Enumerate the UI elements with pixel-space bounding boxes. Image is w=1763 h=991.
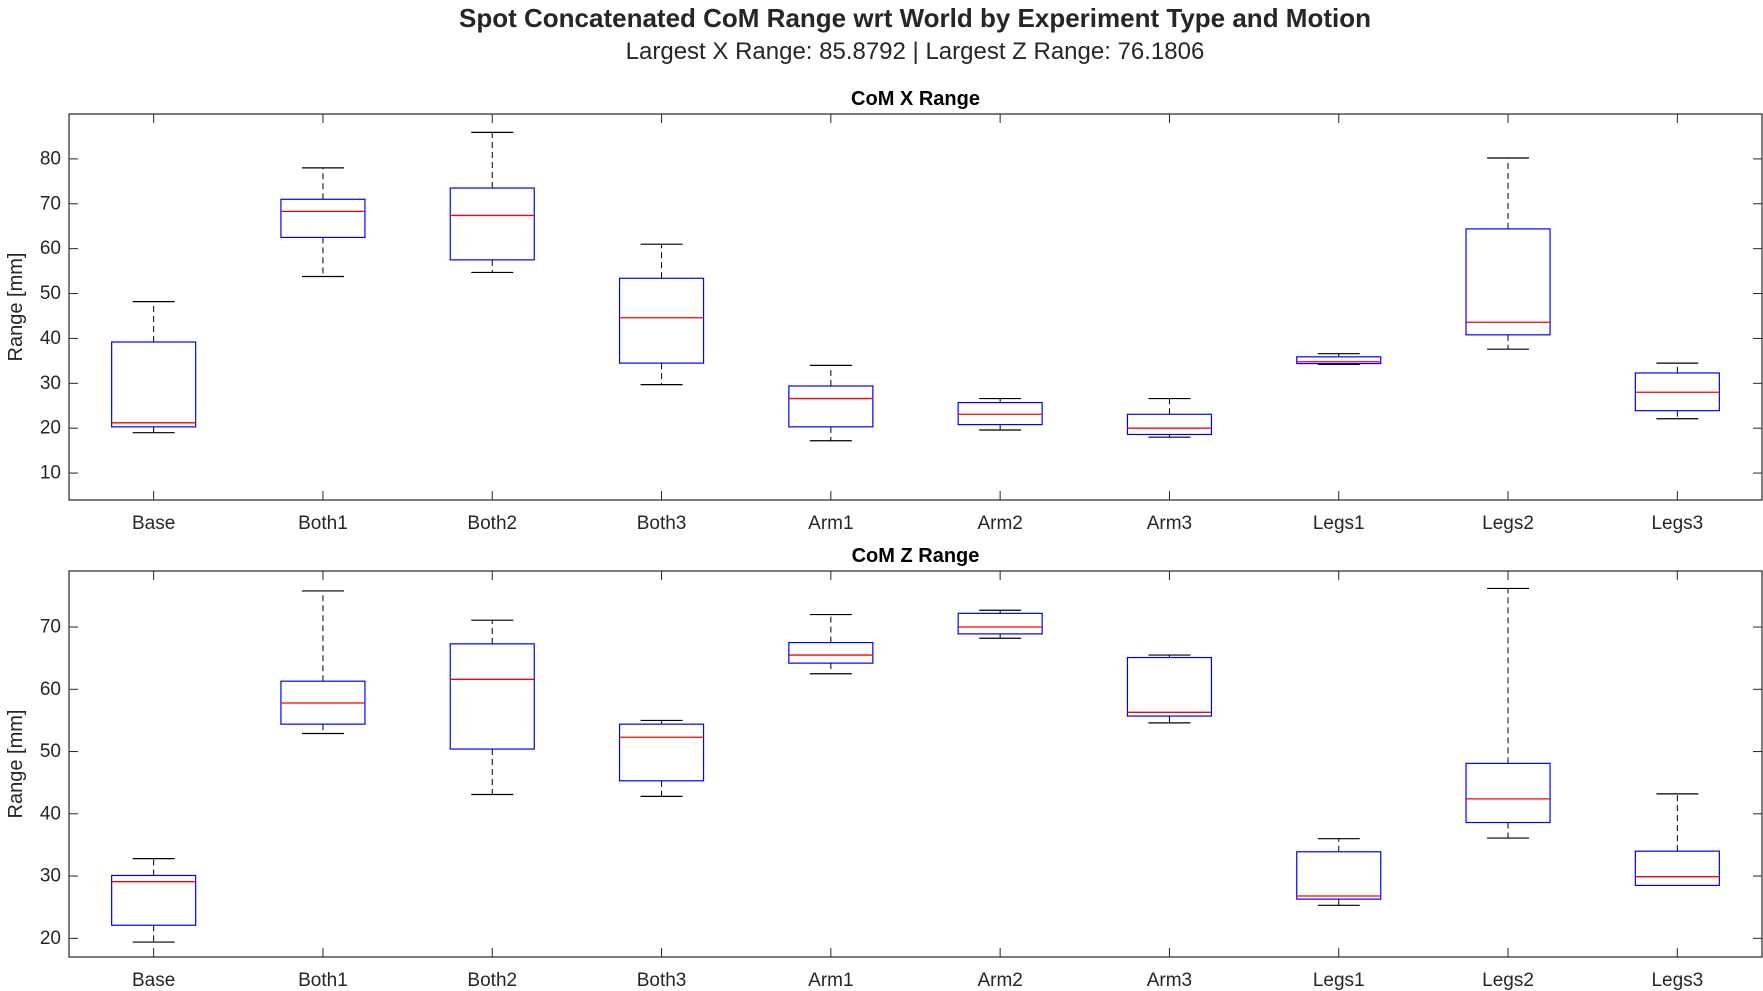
- box-both1: [280, 590, 366, 735]
- axes-box: [68, 570, 1763, 958]
- x-tick-label: Both2: [467, 970, 517, 991]
- y-tick-label: 70: [40, 617, 61, 638]
- y-tick-label: 80: [40, 148, 61, 169]
- iqr-box: [111, 341, 197, 428]
- y-tick-label: 40: [40, 803, 61, 824]
- x-tick-label: Arm1: [808, 970, 853, 991]
- x-tick-label: Both2: [467, 513, 517, 534]
- x-tick-label: Base: [132, 970, 175, 991]
- x-tick-label: Legs3: [1651, 970, 1703, 991]
- iqr-box: [957, 612, 1043, 635]
- iqr-box: [618, 277, 705, 364]
- box-both2: [449, 131, 535, 274]
- box-both1: [280, 167, 366, 278]
- iqr-box: [1465, 228, 1551, 336]
- iqr-box: [449, 643, 535, 750]
- box-base: [111, 301, 197, 434]
- box-legs1: [1296, 838, 1382, 906]
- y-axis-label: Range [mm]: [5, 710, 27, 819]
- box-legs3: [1634, 362, 1720, 420]
- y-tick-label: 10: [40, 463, 61, 484]
- box-base: [111, 858, 197, 943]
- y-tick-label: 30: [40, 866, 61, 887]
- x-tick-label: Arm1: [808, 513, 853, 534]
- iqr-box: [1634, 850, 1720, 887]
- box-legs2: [1465, 157, 1551, 350]
- x-tick-label: Both1: [298, 970, 348, 991]
- panel-title: CoM Z Range: [852, 545, 980, 567]
- panel-2: CoM Z Range Range [mm] 20 30 40 50 60 70 Base Bot…: [5, 545, 1763, 991]
- y-tick-label: 50: [40, 283, 61, 304]
- x-tick-label: Both3: [637, 970, 687, 991]
- iqr-box: [280, 198, 366, 239]
- x-tick-label: Legs2: [1482, 513, 1534, 534]
- box-legs3: [1634, 793, 1720, 887]
- y-tick-label: 70: [40, 193, 61, 214]
- y-tick-label: 20: [40, 418, 61, 439]
- y-tick-label: 20: [40, 928, 61, 949]
- box-arm1: [788, 613, 874, 675]
- y-tick-label: 60: [40, 679, 61, 700]
- x-tick-label: Legs1: [1313, 513, 1365, 534]
- y-tick-label: 40: [40, 328, 61, 349]
- y-tick-label: 30: [40, 373, 61, 394]
- x-tick-label: Arm2: [977, 513, 1022, 534]
- iqr-box: [1126, 656, 1213, 717]
- y-tick-label: 50: [40, 741, 61, 762]
- box-arm1: [788, 364, 874, 442]
- y-axis-label: Range [mm]: [5, 253, 27, 362]
- iqr-box: [449, 187, 535, 261]
- panel-1: CoM X Range Range [mm] 10 20 30 40 50 60 70 80 Bas…: [5, 88, 1763, 534]
- y-tick-label: 60: [40, 238, 61, 259]
- x-tick-label: Arm3: [1147, 970, 1192, 991]
- iqr-box: [957, 402, 1043, 426]
- x-tick-label: Base: [132, 513, 175, 534]
- x-tick-label: Arm3: [1147, 513, 1192, 534]
- box-both3: [618, 719, 705, 797]
- box-both3: [618, 243, 705, 386]
- iqr-box: [1465, 762, 1551, 824]
- figure-subtitle: Largest X Range: 85.8792 | Largest Z Ran…: [625, 38, 1205, 65]
- box-arm2: [957, 397, 1043, 431]
- iqr-box: [1296, 851, 1382, 900]
- iqr-box: [788, 385, 874, 428]
- axes-box: [68, 113, 1763, 501]
- x-tick-label: Legs1: [1313, 970, 1365, 991]
- box-both2: [449, 619, 535, 796]
- box-legs1: [1296, 353, 1382, 366]
- box-arm3: [1126, 654, 1213, 724]
- x-tick-label: Both1: [298, 513, 348, 534]
- panel-title: CoM X Range: [851, 88, 980, 110]
- iqr-box: [788, 641, 874, 664]
- box-legs2: [1465, 587, 1551, 839]
- iqr-box: [618, 723, 705, 782]
- x-tick-label: Both3: [637, 513, 687, 534]
- iqr-box: [1126, 413, 1213, 436]
- x-tick-label: Legs3: [1651, 513, 1703, 534]
- x-tick-label: Legs2: [1482, 970, 1534, 991]
- box-arm2: [957, 609, 1043, 639]
- x-tick-label: Arm2: [977, 970, 1022, 991]
- figure-title: Spot Concatenated CoM Range wrt World by…: [459, 3, 1371, 33]
- box-arm3: [1126, 397, 1213, 438]
- iqr-box: [1296, 356, 1382, 365]
- iqr-box: [111, 874, 197, 926]
